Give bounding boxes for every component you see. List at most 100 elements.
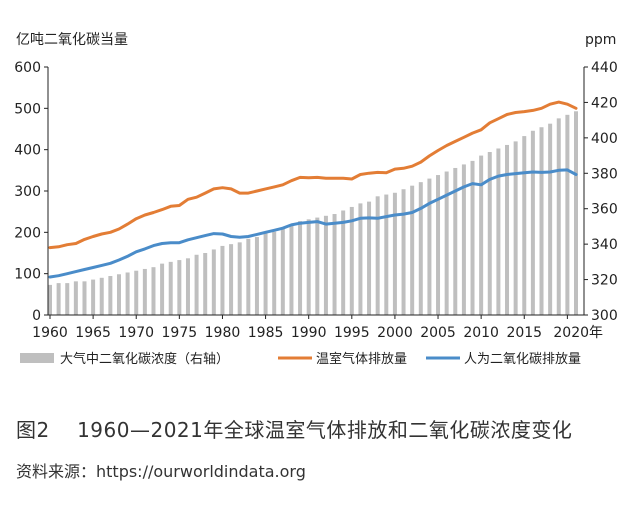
bar-1966 <box>99 277 104 315</box>
line-co2-emissions <box>48 168 578 279</box>
bar-2003 <box>418 182 423 315</box>
bar-1961 <box>56 283 61 315</box>
left-tick-label: 300 <box>14 184 41 200</box>
bar-1971 <box>142 268 147 315</box>
figure-caption: 图2 1960—2021年全球温室气体排放和二氧化碳浓度变化 <box>16 418 573 442</box>
bar-1977 <box>194 254 199 315</box>
x-tick-label: 2015 <box>506 325 542 341</box>
bar-1997 <box>367 201 372 315</box>
right-tick-label: 360 <box>591 202 618 218</box>
bar-2019 <box>556 118 561 315</box>
legend-label-ghg: 温室气体排放量 <box>316 351 407 367</box>
bar-2012 <box>496 148 501 315</box>
bar-1970 <box>134 270 139 315</box>
x-tick-label: 2020年 <box>553 325 603 341</box>
left-tick-label: 600 <box>14 60 41 76</box>
bar-1960 <box>48 284 52 315</box>
bar-1990 <box>306 219 311 315</box>
bar-1962 <box>65 283 70 315</box>
bar-1996 <box>358 203 363 315</box>
bar-2004 <box>427 178 432 315</box>
bar-1983 <box>246 238 251 315</box>
legend-label-co2: 人为二氧化碳排放量 <box>464 352 581 367</box>
x-tick-label: 2010 <box>463 325 499 341</box>
bar-1972 <box>151 267 156 315</box>
source-note: 资料来源：https://ourworldindata.org <box>16 462 306 481</box>
bar-1980 <box>220 245 225 315</box>
x-tick-label: 2005 <box>420 325 456 341</box>
right-axis-label: ppm <box>585 32 616 48</box>
left-tick-label: 100 <box>14 267 41 283</box>
x-tick-label: 1995 <box>334 325 370 341</box>
bar-2018 <box>548 123 553 315</box>
left-tick-label: 500 <box>14 101 41 117</box>
legend: 大气中二氧化碳浓度（右轴） 温室气体排放量 人为二氧化碳排放量 <box>20 351 581 367</box>
right-tick-label: 380 <box>591 166 618 182</box>
x-tick-label: 1980 <box>205 325 241 341</box>
bar-1973 <box>160 263 165 315</box>
x-tick-label: 2000 <box>377 325 413 341</box>
bar-1992 <box>323 215 328 315</box>
bar-2008 <box>461 164 466 315</box>
bar-2011 <box>487 152 492 315</box>
bar-1968 <box>116 274 121 315</box>
right-tick-label: 320 <box>591 273 618 289</box>
bar-1987 <box>280 228 285 315</box>
bar-2020 <box>565 114 570 315</box>
right-tick-label: 420 <box>591 95 618 111</box>
bar-2013 <box>505 144 510 315</box>
bar-1964 <box>82 281 87 315</box>
legend-label-concentration: 大气中二氧化碳浓度（右轴） <box>60 351 229 367</box>
tick-labels: 0 100 200 300 400 500 600 300 320 340 360 380 400 420… <box>14 60 617 341</box>
legend-swatch-bar <box>20 353 54 363</box>
bar-2016 <box>530 130 535 315</box>
bar-2017 <box>539 127 544 315</box>
bar-2006 <box>444 171 449 315</box>
bar-1976 <box>185 258 190 315</box>
bar-1999 <box>384 194 389 315</box>
bar-1963 <box>73 281 78 315</box>
bar-2009 <box>470 160 475 315</box>
bar-1984 <box>254 237 259 315</box>
bar-1978 <box>203 253 208 315</box>
bar-2015 <box>522 136 527 315</box>
bar-1979 <box>211 249 216 315</box>
bar-1986 <box>272 231 277 315</box>
bar-1995 <box>349 206 354 315</box>
bar-2014 <box>513 141 518 315</box>
line-series-group <box>48 100 578 279</box>
left-axis-label: 亿吨二氧化碳当量 <box>16 32 128 48</box>
bar-1989 <box>298 221 303 315</box>
right-tick-label: 340 <box>591 237 618 253</box>
bar-2002 <box>410 185 415 315</box>
bar-1981 <box>229 244 234 315</box>
bar-1991 <box>315 217 320 315</box>
x-tick-label: 1970 <box>118 325 154 341</box>
bar-2001 <box>401 189 406 315</box>
bar-series-co2-concentration <box>48 111 578 316</box>
bar-1985 <box>263 233 268 315</box>
bar-1969 <box>125 272 130 315</box>
right-tick-label: 300 <box>591 308 618 324</box>
bar-2007 <box>453 167 458 315</box>
bar-1975 <box>177 260 182 315</box>
bar-1993 <box>332 214 337 315</box>
chart: 0 100 200 300 400 500 600 300 320 340 360 380 400 420… <box>14 32 617 367</box>
left-tick-label: 400 <box>14 143 41 159</box>
bar-1967 <box>108 276 113 315</box>
x-tick-label: 1985 <box>248 325 284 341</box>
x-tick-label: 1990 <box>291 325 327 341</box>
left-tick-label: 200 <box>14 225 41 241</box>
bar-2021 <box>574 111 578 316</box>
x-tick-label: 1965 <box>75 325 111 341</box>
bar-1982 <box>237 242 242 315</box>
bar-1974 <box>168 261 173 315</box>
bar-1988 <box>289 224 294 315</box>
bar-1965 <box>91 279 96 315</box>
bar-2010 <box>479 155 484 315</box>
bar-1994 <box>341 210 346 315</box>
x-tick-label: 1960 <box>32 325 68 341</box>
axes <box>44 66 588 319</box>
line-ghg-emissions <box>48 100 578 250</box>
right-tick-label: 400 <box>591 131 618 147</box>
